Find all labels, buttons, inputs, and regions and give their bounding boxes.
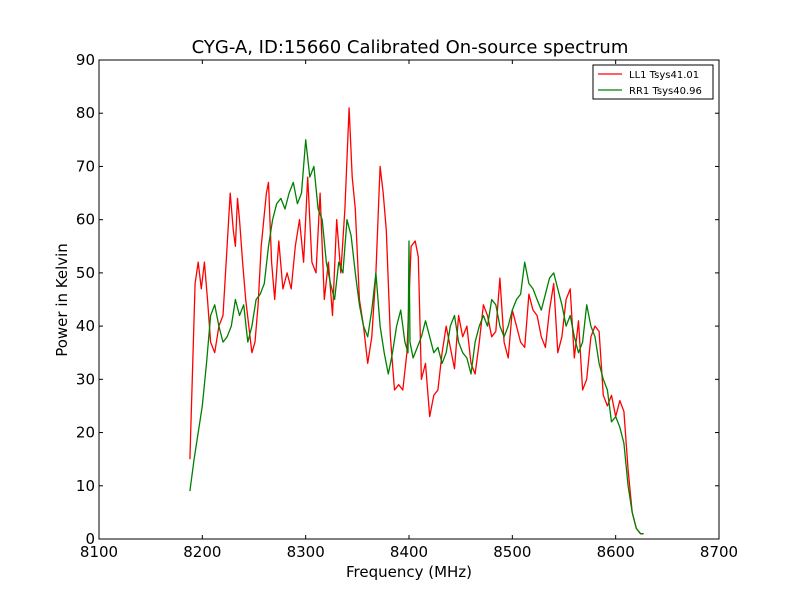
y-tick-label: 70	[76, 157, 95, 175]
legend: LL1 Tsys41.01 RR1 Tsys40.96	[592, 64, 714, 100]
y-tick-label: 10	[76, 477, 95, 495]
x-tick-label: 8200	[183, 543, 221, 561]
y-tick-label: 40	[76, 317, 95, 335]
x-axis-label: Frequency (MHz)	[346, 563, 472, 581]
x-tick-label: 8300	[287, 543, 325, 561]
ticks-layer: 8100 8200 8300 8400 8500 8600 8700 0 10 20 30 40 50 6…	[76, 51, 738, 561]
series-layer	[189, 107, 644, 535]
y-tick-label: 90	[76, 51, 95, 69]
legend-box	[592, 64, 714, 100]
x-tick-label: 8400	[390, 543, 428, 561]
y-tick-label: 80	[76, 104, 95, 122]
y-tick-label: 50	[76, 264, 95, 282]
series-line-0	[189, 107, 644, 535]
chart-title: CYG-A, ID:15660 Calibrated On-source spe…	[192, 37, 629, 58]
legend-label-ll1: LL1 Tsys41.01	[629, 70, 699, 81]
legend-label-rr1: RR1 Tsys40.96	[629, 86, 702, 97]
y-tick-label: 20	[76, 424, 95, 442]
y-tick-label: 60	[76, 211, 95, 229]
y-tick-label: 30	[76, 370, 95, 388]
x-tick-label: 8100	[80, 543, 118, 561]
y-axis-label: Power in Kelvin	[53, 243, 71, 357]
y-tick-label: 0	[85, 530, 95, 548]
x-tick-label: 8700	[700, 543, 738, 561]
series-line-1	[189, 139, 644, 535]
x-tick-label: 8600	[597, 543, 635, 561]
x-tick-label: 8500	[493, 543, 531, 561]
